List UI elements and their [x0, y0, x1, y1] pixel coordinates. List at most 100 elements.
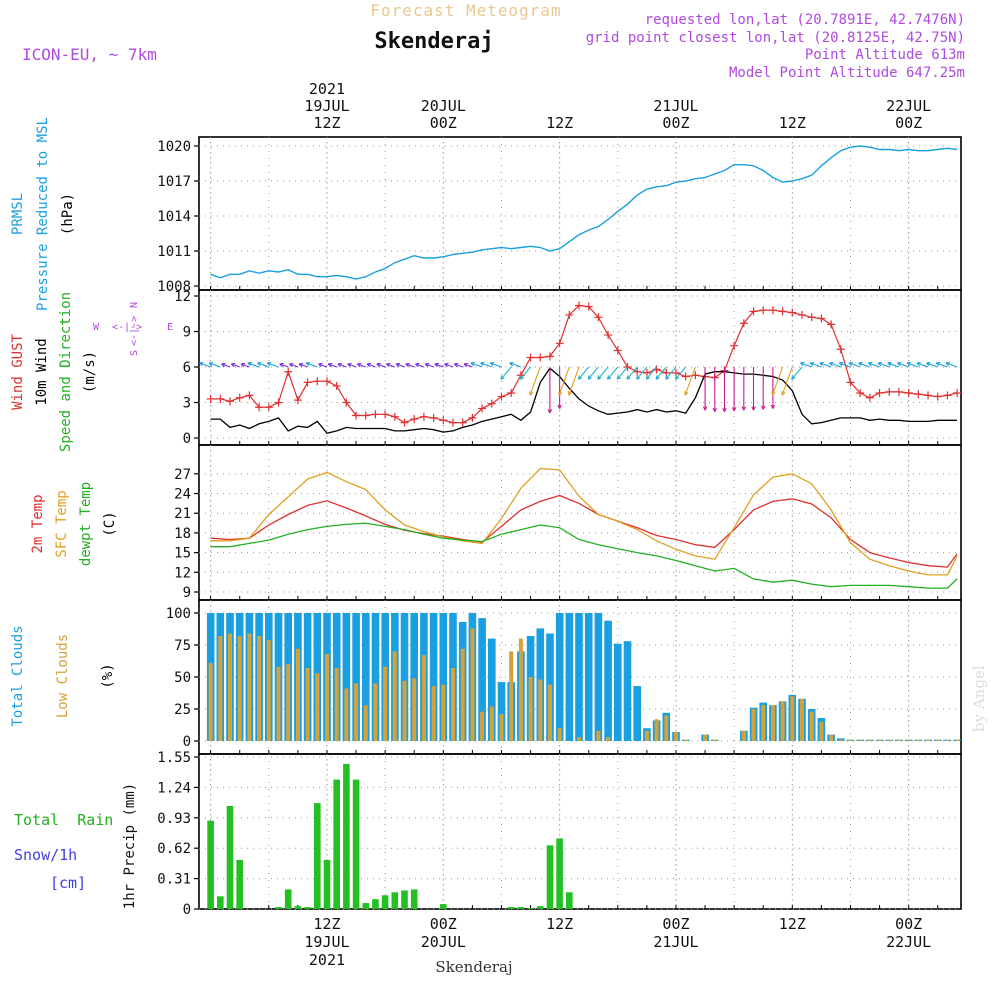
low-cloud-bar [383, 666, 388, 741]
wind-direction-arrow [434, 363, 444, 368]
time-label-top: 00Z [895, 114, 922, 132]
low-cloud-bar [712, 739, 717, 741]
time-label-top: 12Z [546, 114, 573, 132]
wind-direction-arrow [858, 362, 871, 368]
gust-marker [633, 367, 642, 376]
low-cloud-bar [354, 683, 359, 741]
gust-marker [264, 403, 273, 412]
gust-marker [303, 378, 312, 387]
gust-line [210, 304, 958, 424]
y-tick-label: 21 [174, 506, 191, 522]
low-cloud-bar [402, 680, 407, 741]
low-cloud-bar [577, 737, 581, 741]
y-tick-label: 0 [183, 734, 191, 750]
gust-marker [410, 415, 419, 424]
rain-bar [537, 906, 544, 909]
gust-marker [313, 377, 322, 386]
low-cloud-bar [392, 651, 397, 741]
low-cloud-bar [276, 666, 281, 741]
wind-arrow-head [935, 361, 941, 367]
time-label-top: 22JUL [886, 97, 931, 115]
time-label-bottom: 19JUL [304, 933, 349, 951]
legend-snow: Snow/1h [14, 846, 77, 864]
low-cloud-bar [305, 668, 310, 741]
panel-axis-label: 10m Wind [34, 338, 50, 405]
wind-arrow-head [606, 375, 612, 380]
wind-direction-arrow [558, 366, 570, 396]
gust-marker [885, 387, 894, 396]
wind-direction-arrow [240, 363, 250, 368]
precip-panel: 0 0.31 0.62 0.93 1.24 1.55 1hr Precip (mm) [122, 750, 962, 918]
low-cloud-bar [596, 730, 601, 741]
low-cloud-bar [363, 705, 368, 741]
wind-arrow-head [655, 375, 660, 380]
gust-marker [293, 396, 302, 405]
wind-arrow-head [800, 361, 805, 367]
wind-arrow-head [916, 361, 921, 367]
low-cloud-bar [344, 688, 349, 741]
wind-arrow-head [858, 361, 863, 367]
rain-bar [217, 896, 224, 909]
wind-direction-arrow [519, 366, 531, 380]
y-tick-label: 15 [174, 546, 191, 562]
wind-direction-arrow [645, 366, 658, 380]
panel-axis-label: 2m Temp [30, 494, 46, 553]
time-label-bottom: 20JUL [421, 933, 466, 951]
wind-arrow-head [230, 362, 236, 368]
wind-direction-arrow [444, 363, 454, 368]
wind-arrow-head [848, 361, 853, 367]
rain-bar [527, 908, 534, 909]
wind-arrow-head [509, 361, 514, 367]
low-cloud-bar [819, 721, 824, 741]
y-tick-label: 0 [183, 431, 191, 447]
low-cloud-bar [295, 648, 300, 741]
wind-arrow-head [887, 361, 892, 367]
gust-marker [216, 394, 225, 403]
gust-marker [807, 313, 816, 322]
watermark: by Angel [970, 665, 988, 732]
wind-arrow-head [519, 375, 525, 380]
temperature-panel: 9 12 15 18 21 24 27 2m Temp SFC Temp dewpt Temp (C… [30, 444, 962, 601]
wind-direction-arrow [247, 362, 260, 368]
gust-marker [681, 372, 690, 381]
low-cloud-bar [480, 711, 485, 741]
wind-arrow-head [945, 361, 950, 367]
low-cloud-bar [664, 715, 669, 741]
total-cloud-bar [575, 613, 583, 741]
low-cloud-bar [867, 739, 872, 741]
gust-marker [361, 411, 370, 420]
low-cloud-bar [441, 684, 446, 741]
total-cloud-bar [633, 686, 641, 741]
wind-direction-arrow [819, 362, 832, 368]
wind-direction-arrow [587, 366, 599, 380]
total-cloud-bar [478, 618, 486, 741]
total-cloud-bar [362, 613, 370, 741]
wind-direction-arrow [781, 366, 793, 396]
total-cloud-bar [565, 613, 574, 741]
time-label-bottom: 12Z [546, 915, 573, 933]
wind-direction-arrow [887, 362, 900, 368]
gust-marker [352, 411, 361, 420]
low-cloud-bar [451, 668, 455, 741]
wind-direction-arrow [936, 362, 948, 368]
compass-north: N [129, 302, 140, 308]
y-tick-label: 9 [183, 585, 191, 601]
rain-bar [333, 779, 340, 909]
rain-bar [294, 906, 302, 909]
gust-marker [943, 391, 952, 400]
gust-marker [274, 398, 283, 407]
wind-arrow-head [722, 407, 727, 413]
panel-axis-label: SFC Temp [54, 490, 70, 557]
compass-east: E [167, 322, 173, 333]
time-label-top: 00Z [430, 114, 457, 132]
gust-marker [468, 413, 477, 422]
wind-arrow-head [424, 362, 430, 368]
wind-arrow-head [470, 361, 475, 367]
low-cloud-bar [897, 739, 901, 741]
gust-marker [458, 418, 467, 427]
wind-direction-arrow [221, 363, 231, 368]
low-cloud-bar [703, 734, 708, 741]
wind-arrow-head [867, 361, 873, 367]
total-cloud-bar [352, 613, 360, 741]
wind-direction-arrow [616, 366, 628, 380]
